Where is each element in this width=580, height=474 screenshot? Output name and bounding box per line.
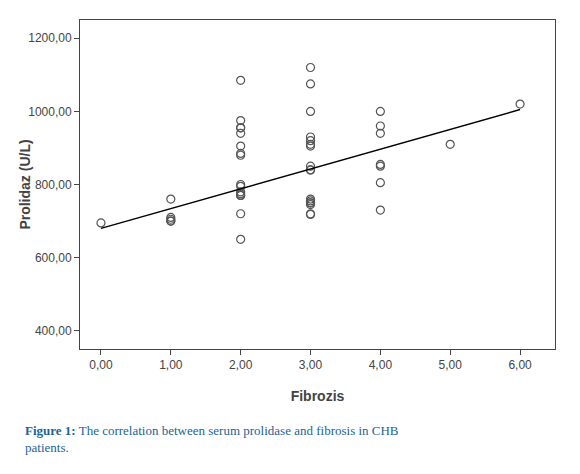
svg-text:2,00: 2,00 — [229, 358, 253, 372]
svg-text:Prolidaz (U/L): Prolidaz (U/L) — [17, 139, 33, 229]
svg-text:0,00: 0,00 — [89, 358, 113, 372]
svg-text:5,00: 5,00 — [439, 358, 463, 372]
svg-text:4,00: 4,00 — [369, 358, 393, 372]
svg-text:1200,00: 1200,00 — [28, 31, 72, 45]
svg-text:1000,00: 1000,00 — [28, 105, 72, 119]
svg-text:600,00: 600,00 — [35, 251, 72, 265]
svg-text:1,00: 1,00 — [159, 358, 183, 372]
svg-text:3,00: 3,00 — [299, 358, 323, 372]
svg-text:Figure 1: The correlation betw: Figure 1: The correlation between serum … — [25, 423, 399, 455]
svg-text:Fibrozis: Fibrozis — [291, 388, 345, 404]
svg-text:800,00: 800,00 — [35, 178, 72, 192]
svg-text:6,00: 6,00 — [508, 358, 532, 372]
svg-text:400,00: 400,00 — [35, 324, 72, 338]
